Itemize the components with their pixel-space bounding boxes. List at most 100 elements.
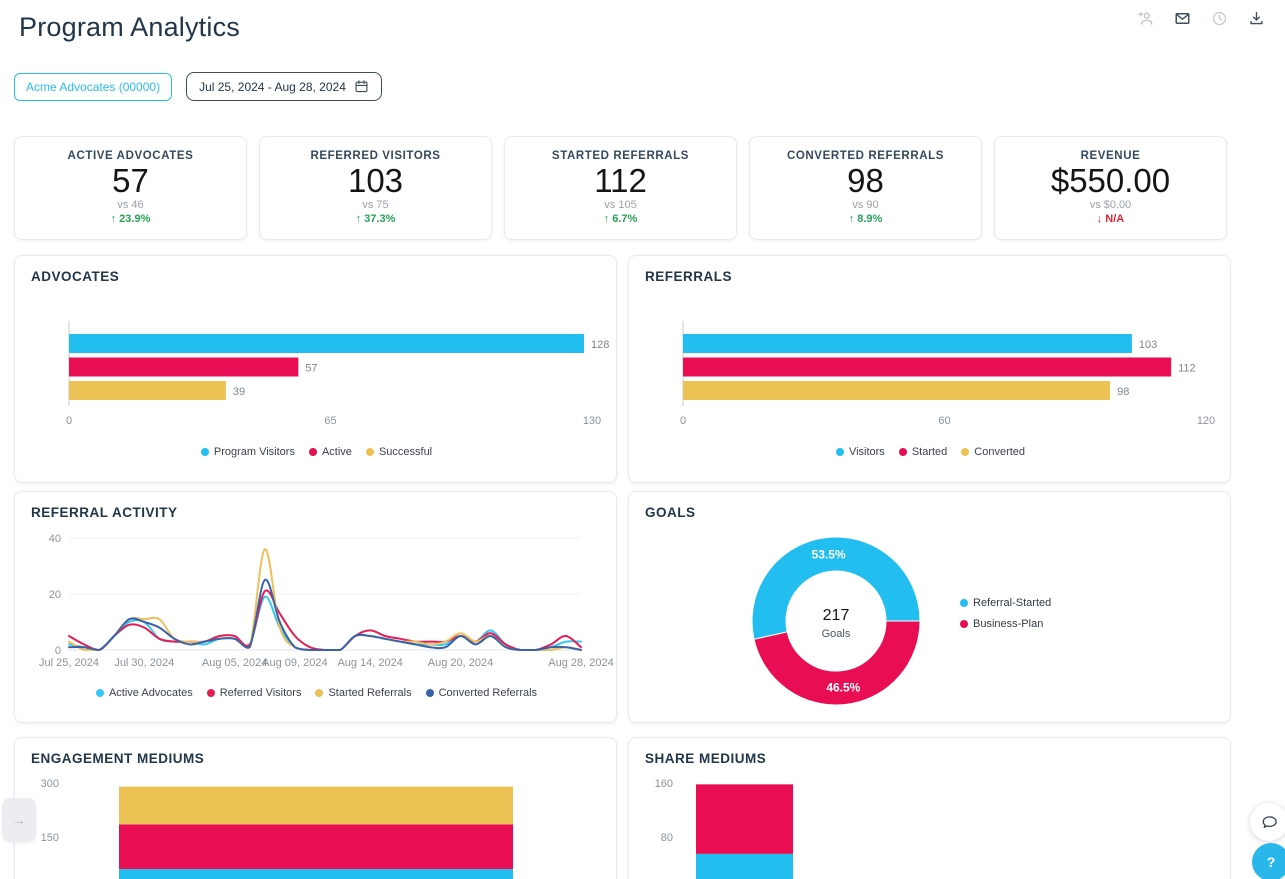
chat-bubble-icon — [1262, 815, 1277, 828]
referral-activity-legend: Active Advocates Referred Visitors Started… — [15, 687, 618, 699]
svg-text:53.5%: 53.5% — [812, 547, 846, 561]
legend-dot — [961, 448, 970, 456]
legend-label: Converted Referrals — [438, 687, 538, 699]
legend-dot — [425, 689, 434, 697]
svg-text:Jul 25, 2024: Jul 25, 2024 — [39, 657, 99, 669]
legend-item[interactable]: Active Advocates — [95, 687, 193, 699]
legend-dot — [365, 448, 374, 456]
download-icon[interactable] — [1248, 10, 1265, 27]
legend-item[interactable]: Referred Visitors — [206, 687, 301, 699]
kpi-label: ACTIVE ADVOCATES — [67, 150, 194, 162]
clock-icon[interactable] — [1211, 10, 1228, 27]
right-arrow-icon: → — [12, 812, 26, 828]
share-mediums-card: SHARE MEDIUMS 160 80 — [628, 737, 1231, 879]
kpi-card: STARTED REFERRALS 112 vs 105 ↑ 6.7% — [504, 136, 737, 240]
goals-legend: Referral-Started Business-Plan — [960, 597, 1051, 630]
legend-item[interactable]: Referral-Started — [960, 597, 1051, 609]
legend-dot — [960, 620, 968, 628]
chat-button[interactable] — [1250, 803, 1285, 841]
date-range-picker[interactable]: Jul 25, 2024 - Aug 28, 2024 — [186, 72, 382, 101]
legend-label: Successful — [378, 446, 433, 458]
kpi-value: $550.00 — [1050, 162, 1171, 199]
referrals-chart: 103 112 98 0 60 120 — [680, 321, 1215, 427]
legend-item[interactable]: Started — [898, 446, 948, 458]
legend-label: Started Referrals — [328, 687, 412, 699]
referrals-card: REFERRALS 103 112 98 0 60 120 Visitors Started… — [628, 255, 1231, 483]
header-toolbar — [1137, 10, 1265, 27]
kpi-label: CONVERTED REFERRALS — [786, 150, 945, 162]
legend-item[interactable]: Converted — [961, 446, 1025, 458]
svg-text:130: 130 — [583, 415, 601, 427]
svg-text:Aug 20, 2024: Aug 20, 2024 — [428, 657, 493, 669]
help-button[interactable]: ? — [1252, 843, 1285, 879]
kpi-delta: ↑ 23.9% — [110, 213, 151, 226]
help-label: ? — [1266, 854, 1276, 870]
svg-text:Goals: Goals — [822, 628, 851, 640]
kpi-value: 98 — [847, 162, 884, 199]
svg-text:40: 40 — [49, 533, 61, 545]
legend-label: Converted — [974, 446, 1026, 458]
kpi-comparison: vs $0.00 — [1089, 199, 1132, 212]
legend-label: Referral-Started — [973, 597, 1052, 609]
advocates-legend: Program Visitors Active Successful — [15, 446, 618, 458]
chart-title-engagement: ENGAGEMENT MEDIUMS — [31, 751, 205, 766]
svg-text:300: 300 — [41, 778, 59, 790]
svg-text:112: 112 — [1178, 363, 1196, 375]
legend-item[interactable]: Started Referrals — [315, 687, 412, 699]
chart-title-share: SHARE MEDIUMS — [645, 751, 767, 766]
legend-item[interactable]: Visitors — [835, 446, 885, 458]
svg-text:20: 20 — [49, 589, 61, 601]
kpi-delta: ↑ 37.3% — [355, 213, 396, 226]
legend-item[interactable]: Successful — [365, 446, 433, 458]
legend-item[interactable]: Active — [308, 446, 352, 458]
legend-label: Active — [321, 446, 352, 458]
program-filter-chip[interactable]: Acme Advocates (00000) — [14, 72, 173, 101]
legend-item[interactable]: Program Visitors — [200, 446, 295, 458]
svg-text:150: 150 — [41, 832, 59, 844]
svg-text:128: 128 — [591, 339, 609, 351]
referrals-legend: Visitors Started Converted — [629, 446, 1232, 458]
chart-title-goals: GOALS — [645, 505, 696, 520]
referral-activity-card: REFERRAL ACTIVITY 40 20 0 Jul 25, 2024 Jul 3… — [14, 491, 617, 723]
mail-icon[interactable] — [1174, 10, 1191, 27]
kpi-value: 103 — [347, 162, 404, 199]
legend-label: Started — [911, 446, 948, 458]
legend-label: Active Advocates — [108, 687, 193, 699]
kpi-delta: ↑ 6.7% — [603, 213, 638, 226]
svg-text:98: 98 — [1117, 386, 1129, 398]
kpi-value: 57 — [112, 162, 149, 199]
svg-text:0: 0 — [66, 415, 72, 427]
svg-text:39: 39 — [233, 386, 245, 398]
kpi-row: ACTIVE ADVOCATES 57 vs 46 ↑ 23.9% REFERRED V… — [14, 136, 1227, 240]
legend-dot — [315, 689, 324, 697]
legend-dot — [95, 689, 104, 697]
svg-text:46.5%: 46.5% — [826, 681, 860, 695]
kpi-comparison: vs 90 — [852, 199, 879, 212]
filter-bar: Acme Advocates (00000) Jul 25, 2024 - Au… — [14, 72, 382, 101]
advocates-card: ADVOCATES 128 57 39 0 65 130 Program Visitors… — [14, 255, 617, 483]
kpi-comparison: vs 75 — [362, 199, 389, 212]
svg-text:60: 60 — [938, 415, 950, 427]
expand-panel-button[interactable]: → — [2, 798, 36, 842]
svg-text:217: 217 — [823, 607, 850, 624]
legend-dot — [200, 448, 209, 456]
legend-item[interactable]: Converted Referrals — [425, 687, 538, 699]
svg-text:Aug 05, 2024: Aug 05, 2024 — [202, 657, 267, 669]
kpi-card: CONVERTED REFERRALS 98 vs 90 ↑ 8.9% — [749, 136, 982, 240]
legend-dot — [206, 689, 215, 697]
svg-text:0: 0 — [680, 415, 686, 427]
kpi-delta: ↑ 8.9% — [848, 213, 883, 226]
legend-label: Program Visitors — [213, 446, 295, 458]
svg-text:Aug 28, 2024: Aug 28, 2024 — [548, 657, 613, 669]
svg-text:Aug 09, 2024: Aug 09, 2024 — [262, 657, 327, 669]
svg-text:Jul 30, 2024: Jul 30, 2024 — [114, 657, 174, 669]
svg-text:160: 160 — [655, 778, 673, 790]
kpi-comparison: vs 46 — [117, 199, 144, 212]
kpi-label: STARTED REFERRALS — [551, 150, 690, 162]
kpi-card: REVENUE $550.00 vs $0.00 ↓ N/A — [994, 136, 1227, 240]
add-user-icon[interactable] — [1137, 10, 1154, 27]
svg-text:65: 65 — [324, 415, 336, 427]
legend-item[interactable]: Business-Plan — [960, 618, 1051, 630]
kpi-card: REFERRED VISITORS 103 vs 75 ↑ 37.3% — [259, 136, 492, 240]
